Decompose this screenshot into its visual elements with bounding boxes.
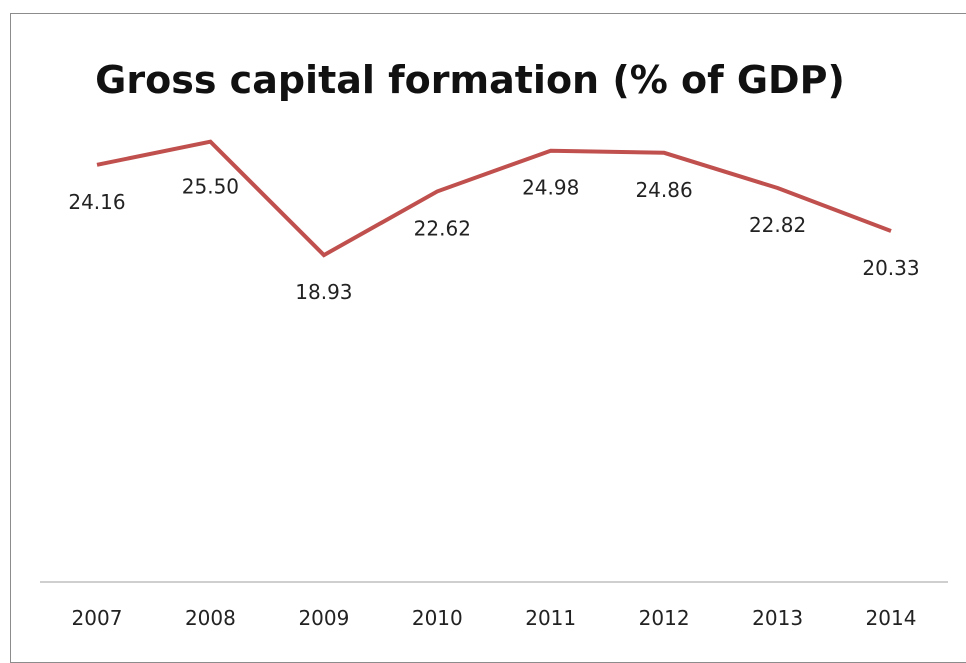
x-tick-label: 2013 [752,606,803,630]
series-layer [96,139,892,258]
x-tick-label: 2014 [866,606,917,630]
x-tick-label: 2012 [639,606,690,630]
data-label: 24.16 [68,190,125,214]
x-tick-label: 2007 [72,606,123,630]
data-label: 22.62 [414,216,471,240]
data-label: 25.50 [182,175,239,199]
x-tick-label: 2009 [298,606,349,630]
x-tick-label: 2011 [525,606,576,630]
line-chart: 24.16 25.50 18.93 22.62 24.98 24.86 22.82 20.33… [40,139,948,630]
data-label: 24.98 [522,176,579,200]
data-label-layer: 24.16 25.50 18.93 22.62 24.98 24.86 22.82 20.33 [68,175,919,304]
series-line [96,139,892,258]
x-tick-layer: 2007 2008 2009 2010 2011 2012 2013 2014 [72,606,917,630]
chart-area: Gross capital formation (% of GDP) [10,13,966,663]
data-label: 24.86 [635,178,692,202]
data-label: 22.82 [749,213,806,237]
data-label: 20.33 [862,256,919,280]
x-tick-label: 2010 [412,606,463,630]
data-label: 18.93 [295,280,352,304]
chart-title: Gross capital formation (% of GDP) [95,58,845,102]
x-tick-label: 2008 [185,606,236,630]
